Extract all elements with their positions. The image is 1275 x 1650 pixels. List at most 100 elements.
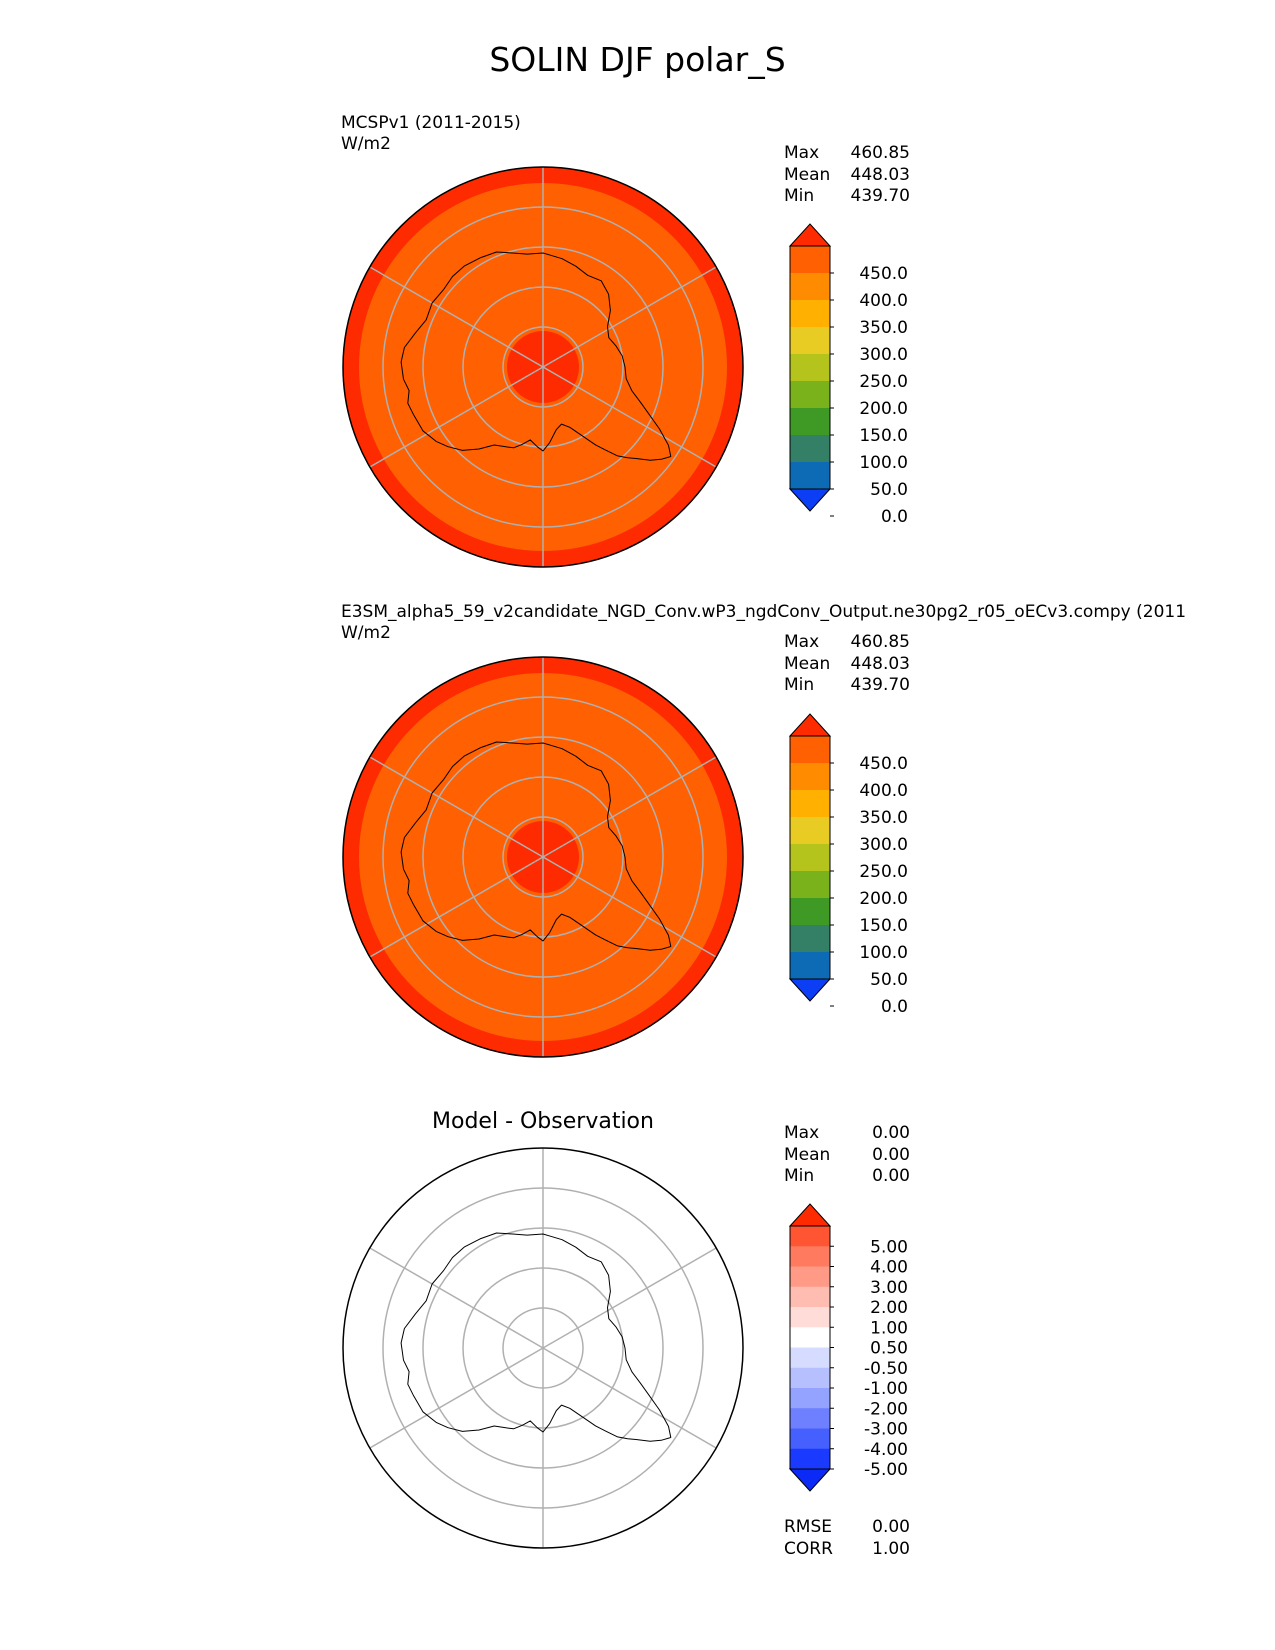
colorbar-segment <box>790 246 830 274</box>
colorbar-tick-label: -3.00 <box>864 1420 908 1440</box>
colorbar-tick-label: -1.00 <box>864 1379 908 1399</box>
meridian-line <box>369 1247 544 1349</box>
colorbar-segment <box>790 381 830 409</box>
map-boundary <box>342 166 744 568</box>
colorbar-segment <box>790 1327 830 1348</box>
colorbar-tick-label: 50.0 <box>870 970 908 990</box>
colorbar-segment <box>790 1428 830 1450</box>
polar-map-panel-3 <box>342 1147 744 1549</box>
panel-2-title: E3SM_alpha5_59_v2candidate_NGD_Conv.wP3_… <box>341 602 1187 622</box>
colorbar-tick-label: 1.00 <box>870 1318 908 1338</box>
stat-label: Min <box>784 186 815 206</box>
colorbar-extend-bottom <box>788 1468 832 1492</box>
stat-max-row: Max 460.85 <box>784 143 910 165</box>
stat-value: 0.00 <box>872 1123 910 1143</box>
colorbar-tick-label: 2.00 <box>870 1298 908 1318</box>
colorbar-segment <box>790 354 830 382</box>
colorbar-tick-label: 0.50 <box>870 1339 908 1359</box>
meridian-line <box>542 1247 717 1349</box>
stat-corr-row: CORR 1.00 <box>784 1539 910 1561</box>
meridian-line <box>542 266 717 368</box>
stat-label: Mean <box>784 653 831 674</box>
colorbar-panel-3: 5.004.003.002.001.000.50-0.50-1.00-2.00-… <box>788 1203 908 1492</box>
stat-label: RMSE <box>784 1517 833 1537</box>
stat-value: 448.03 <box>850 653 910 674</box>
meridian-line <box>542 856 717 958</box>
graticule <box>369 657 717 1057</box>
graticule <box>369 167 717 567</box>
meridian-line <box>369 1347 544 1449</box>
stat-value: 0.00 <box>872 1144 910 1165</box>
colorbar-tick-label: 450.0 <box>859 264 908 284</box>
panel-2-stats: Max 460.85 Mean 448.03 Min 439.70 <box>784 632 910 697</box>
antarctic-coastline <box>400 251 672 461</box>
colorbar-tick-label: 100.0 <box>859 943 908 963</box>
meridian-line <box>542 756 717 858</box>
panel-3-stats: Max 0.00 Mean 0.00 Min 0.00 <box>784 1123 910 1188</box>
stat-value: 460.85 <box>850 632 910 652</box>
colorbar-tick-label: 0.0 <box>881 507 908 527</box>
colorbar-segment <box>790 790 830 818</box>
colorbar-tick-label: 300.0 <box>859 345 908 365</box>
colorbar-segment <box>790 408 830 436</box>
colorbar-segment <box>790 817 830 845</box>
colorbar-segment <box>790 763 830 791</box>
colorbar-extend-top <box>788 1203 832 1227</box>
colorbar-tick-label: -5.00 <box>864 1460 908 1480</box>
colorbar-tick-label: 250.0 <box>859 862 908 882</box>
stat-min-row: Min 0.00 <box>784 1166 910 1188</box>
colorbar-segment <box>790 844 830 872</box>
meridian-line <box>542 366 717 468</box>
colorbar-tick-label: 3.00 <box>870 1278 908 1298</box>
graticule <box>369 1148 717 1548</box>
colorbar-segment <box>790 952 830 980</box>
polar-map-panel-1 <box>342 166 744 568</box>
antarctic-coastline <box>400 741 672 951</box>
stat-label: Max <box>784 632 820 652</box>
colorbar-tick-label: 400.0 <box>859 291 908 311</box>
stat-max-row: Max 460.85 <box>784 632 910 654</box>
panel-1-units: W/m2 <box>341 134 391 154</box>
colorbar-tick-label: 150.0 <box>859 916 908 936</box>
map-boundary <box>342 656 744 1058</box>
stat-value: 439.70 <box>850 675 910 695</box>
colorbar-segment <box>790 871 830 899</box>
meridian-line <box>369 856 544 958</box>
colorbar-tick-label: 200.0 <box>859 889 908 909</box>
stat-label: Mean <box>784 1144 831 1165</box>
colorbar-segment <box>790 1286 830 1308</box>
colorbar-segment <box>790 1367 830 1389</box>
meridian-line <box>542 1347 717 1449</box>
stat-mean-row: Mean 448.03 <box>784 654 910 676</box>
colorbar-tick-label: 100.0 <box>859 453 908 473</box>
colorbar-tick-label: 50.0 <box>870 480 908 500</box>
colorbar-tick-label: -0.50 <box>864 1359 908 1379</box>
colorbar-tick-label: 150.0 <box>859 426 908 446</box>
colorbar-extend-top <box>788 713 832 737</box>
colorbar-segment <box>790 435 830 463</box>
colorbar-segment <box>790 1448 830 1470</box>
colorbar-segment <box>790 273 830 301</box>
panel-2-units: W/m2 <box>341 623 391 643</box>
map-boundary <box>342 1147 744 1549</box>
colorbar-tick-label: -2.00 <box>864 1399 908 1419</box>
colorbar-segment <box>790 925 830 953</box>
colorbar-tick-label: 0.0 <box>881 997 908 1017</box>
colorbar-tick-label: 450.0 <box>859 754 908 774</box>
colorbar-tick-label: 200.0 <box>859 399 908 419</box>
panel-1-stats: Max 460.85 Mean 448.03 Min 439.70 <box>784 143 910 208</box>
stat-rmse-row: RMSE 0.00 <box>784 1517 910 1539</box>
colorbar-tick-label: -4.00 <box>864 1440 908 1460</box>
colorbar-tick-label: 400.0 <box>859 781 908 801</box>
colorbar-segment <box>790 1246 830 1267</box>
colorbar-segment <box>790 1266 830 1288</box>
stat-label: CORR <box>784 1538 833 1559</box>
colorbar-tick-label: 300.0 <box>859 835 908 855</box>
polar-map-panel-2 <box>342 656 744 1058</box>
stat-label: Min <box>784 675 815 695</box>
colorbar-tick-label: 350.0 <box>859 318 908 338</box>
antarctic-coastline <box>400 1232 672 1442</box>
meridian-line <box>369 756 544 858</box>
stat-value: 0.00 <box>872 1166 910 1186</box>
colorbar-segment <box>790 300 830 328</box>
